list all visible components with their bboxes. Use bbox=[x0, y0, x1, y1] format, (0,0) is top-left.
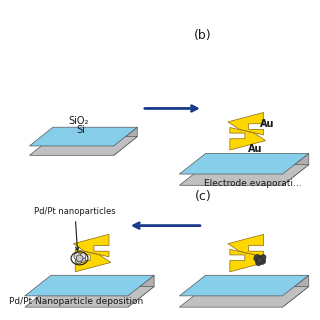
Polygon shape bbox=[73, 234, 109, 257]
Circle shape bbox=[256, 257, 263, 263]
Polygon shape bbox=[75, 249, 111, 272]
Text: Si: Si bbox=[76, 124, 85, 134]
Circle shape bbox=[76, 255, 83, 261]
Text: (c): (c) bbox=[195, 190, 211, 203]
Text: Pd/Pt nanoparticles: Pd/Pt nanoparticles bbox=[34, 207, 116, 251]
Text: Pd/Pt Nanoparticle deposition: Pd/Pt Nanoparticle deposition bbox=[9, 297, 143, 306]
Circle shape bbox=[74, 253, 81, 260]
Text: Au: Au bbox=[248, 144, 263, 154]
Polygon shape bbox=[128, 275, 154, 307]
Circle shape bbox=[260, 254, 266, 260]
Circle shape bbox=[76, 258, 81, 264]
Polygon shape bbox=[25, 286, 154, 307]
Circle shape bbox=[259, 258, 266, 264]
Polygon shape bbox=[228, 234, 264, 257]
Polygon shape bbox=[283, 154, 309, 185]
Polygon shape bbox=[283, 275, 309, 307]
Text: SiO₂: SiO₂ bbox=[68, 116, 89, 126]
Polygon shape bbox=[230, 127, 266, 150]
Circle shape bbox=[79, 256, 86, 262]
Circle shape bbox=[254, 254, 261, 262]
Text: Au: Au bbox=[260, 119, 274, 129]
Polygon shape bbox=[228, 113, 264, 135]
Polygon shape bbox=[180, 275, 309, 296]
Polygon shape bbox=[29, 137, 137, 155]
Polygon shape bbox=[180, 154, 309, 174]
Text: Electrode evaporati...: Electrode evaporati... bbox=[204, 179, 301, 188]
Polygon shape bbox=[114, 127, 137, 155]
Polygon shape bbox=[230, 249, 266, 272]
Polygon shape bbox=[29, 127, 137, 146]
Polygon shape bbox=[180, 165, 309, 185]
Polygon shape bbox=[25, 275, 154, 296]
Circle shape bbox=[80, 253, 86, 258]
Text: (b): (b) bbox=[194, 29, 212, 42]
Circle shape bbox=[256, 260, 261, 266]
Polygon shape bbox=[180, 286, 309, 307]
